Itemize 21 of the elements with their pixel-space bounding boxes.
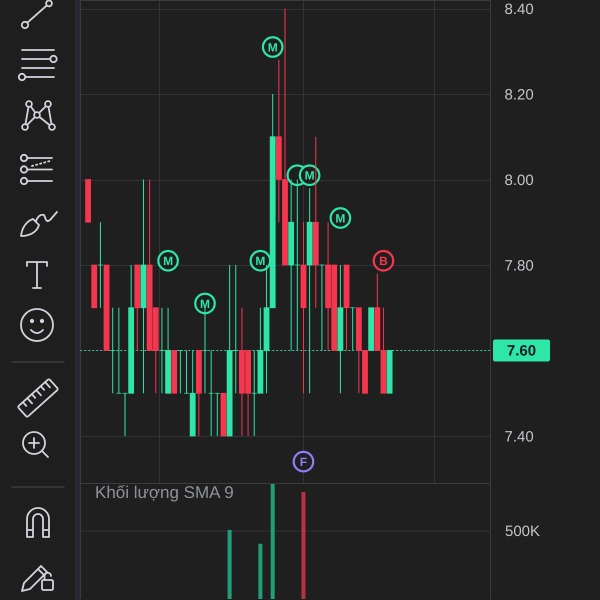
bar bbox=[301, 492, 306, 599]
bar bbox=[228, 530, 232, 599]
candlestick bbox=[97, 222, 104, 308]
ref-line-label: 500K bbox=[505, 523, 540, 540]
y-tick-label: 8.20 bbox=[504, 86, 534, 104]
y-tick-label: 8.40 bbox=[504, 1, 534, 18]
bar bbox=[270, 484, 275, 599]
ref-line-label: 7.60 bbox=[506, 342, 536, 360]
data-label: M bbox=[304, 168, 315, 183]
bar bbox=[258, 544, 262, 599]
data-label: M bbox=[200, 296, 210, 311]
chart-title: Khối lượng SMA 9 bbox=[95, 483, 234, 502]
data-label: M bbox=[335, 211, 346, 226]
y-tick-label: 7.40 bbox=[504, 428, 534, 446]
data-label: M bbox=[163, 254, 174, 268]
data-label: M bbox=[255, 254, 266, 268]
data-label: B bbox=[379, 254, 388, 268]
y-tick-label: 7.80 bbox=[504, 258, 534, 275]
y-tick-label: 8.00 bbox=[504, 172, 534, 190]
data-label: F bbox=[300, 455, 308, 470]
data-label: M bbox=[268, 40, 278, 55]
